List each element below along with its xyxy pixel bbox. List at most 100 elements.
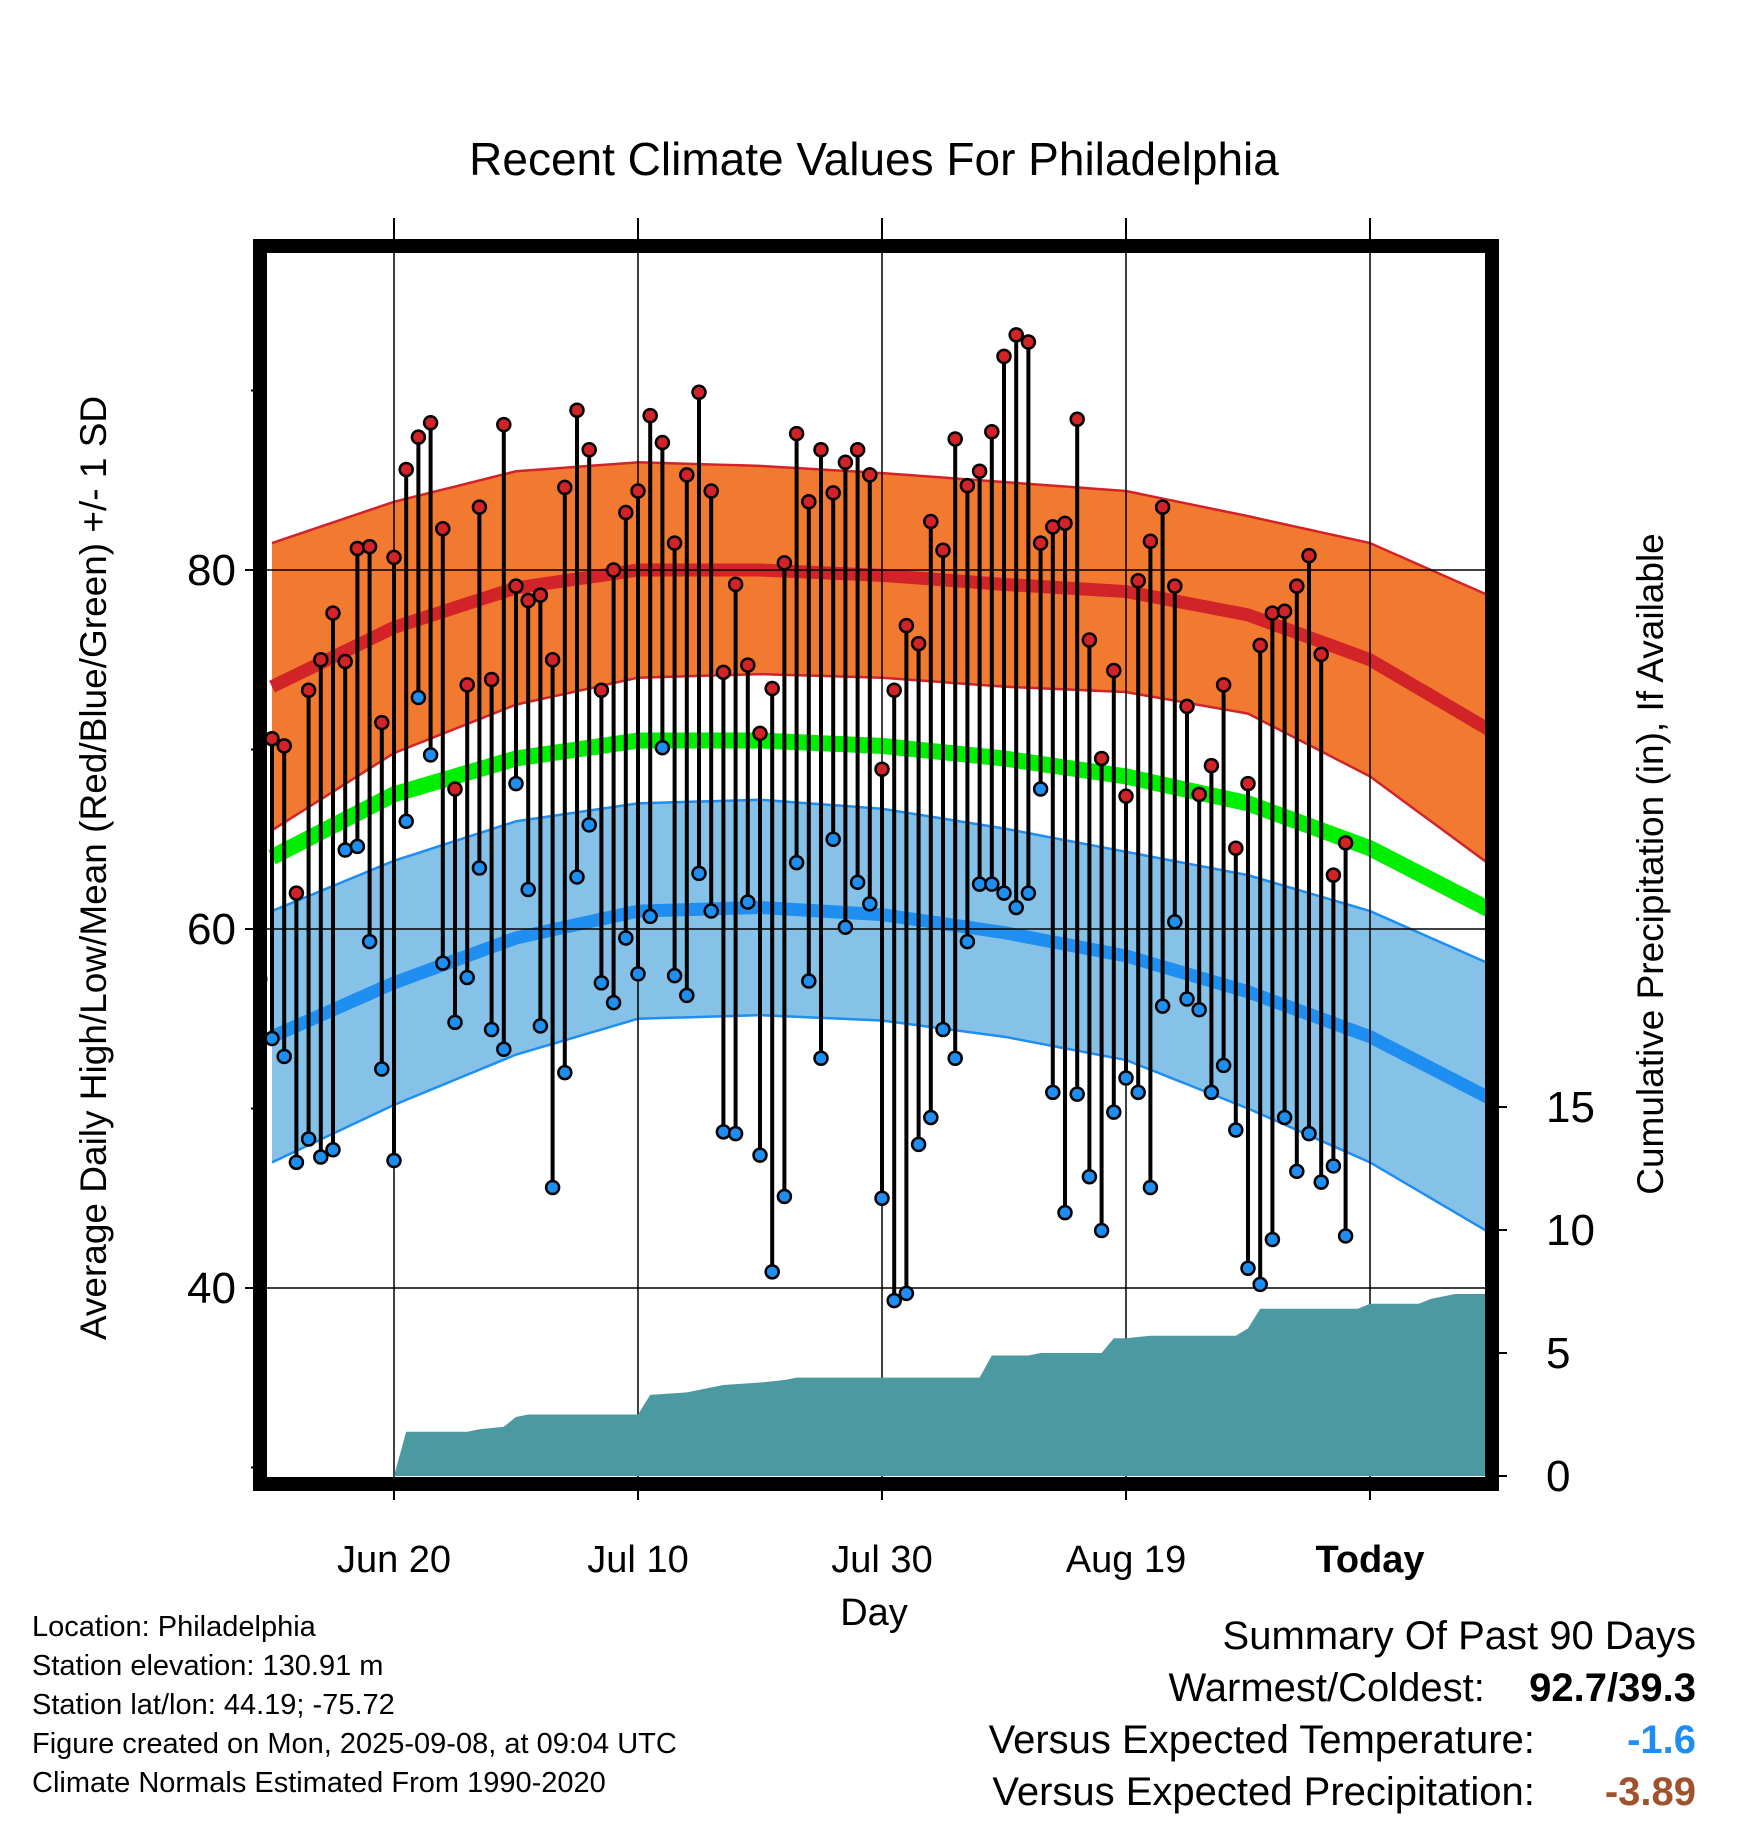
daily-low-point <box>398 813 414 830</box>
daily-high-point <box>1032 535 1049 551</box>
daily-low-point <box>1179 991 1195 1007</box>
daily-high-point <box>654 434 671 451</box>
x-tick-label: Jul 10 <box>587 1539 688 1581</box>
daily-high-point <box>910 635 927 652</box>
daily-high-point <box>1337 835 1354 851</box>
daily-low-point <box>642 908 658 925</box>
daily-high-point <box>764 680 780 697</box>
daily-high-point <box>947 431 963 447</box>
daily-low-point <box>532 1018 549 1034</box>
daily-low-point <box>325 1142 341 1158</box>
daily-high-point <box>984 424 1000 440</box>
daily-high-point <box>618 504 634 521</box>
daily-low-point <box>1313 1174 1329 1190</box>
daily-high-point <box>1252 637 1268 654</box>
daily-high-point <box>1179 698 1195 715</box>
daily-high-point <box>313 652 329 668</box>
plot-frame <box>253 239 1499 1491</box>
daily-high-point <box>691 384 707 401</box>
daily-high-point <box>1240 775 1256 792</box>
daily-low-point <box>1142 1179 1159 1196</box>
precipitation-area <box>394 1293 1486 1476</box>
daily-high-point <box>898 617 915 634</box>
daily-low-point <box>386 1152 402 1169</box>
daily-low-point <box>923 1109 939 1126</box>
daily-high-point <box>813 441 829 458</box>
daily-high-point <box>532 587 549 603</box>
daily-high-point <box>862 467 878 483</box>
created-text: Figure created on Mon, 2025-09-08, at 09… <box>32 1728 677 1760</box>
x-tick-label: Jun 20 <box>337 1539 451 1581</box>
daily-low-point <box>1240 1260 1256 1277</box>
daily-high-point <box>496 416 512 433</box>
daily-low-point <box>1045 1084 1061 1101</box>
daily-high-point <box>325 605 341 621</box>
daily-high-point <box>1167 578 1183 594</box>
daily-high-point <box>727 576 744 593</box>
location-text: Location: Philadelphia <box>32 1611 316 1643</box>
daily-low-point <box>1276 1109 1293 1126</box>
daily-low-point <box>984 876 1000 892</box>
latlon-text: Station lat/lon: 44.19; -75.72 <box>32 1689 395 1721</box>
y2-tick-label: 0 <box>1546 1452 1570 1501</box>
daily-high-point <box>1289 578 1305 594</box>
daily-low-point <box>752 1147 768 1163</box>
daily-low-point <box>1203 1084 1220 1101</box>
daily-high-point <box>740 657 756 673</box>
daily-low-point <box>276 1048 292 1065</box>
daily-low-point <box>569 869 585 885</box>
daily-low-point <box>1228 1122 1244 1138</box>
daily-low-point <box>410 689 427 706</box>
daily-high-point <box>605 562 622 578</box>
daily-low-point <box>557 1064 573 1081</box>
daily-low-point <box>788 854 805 871</box>
daily-low-point <box>666 967 683 984</box>
station-info: Location: Philadelphia Station elevation… <box>32 1608 677 1803</box>
daily-high-point <box>849 441 866 458</box>
daily-high-point <box>374 714 390 731</box>
daily-low-point <box>1191 1002 1207 1018</box>
daily-low-point <box>935 1021 951 1038</box>
daily-low-point <box>849 874 866 891</box>
precip-diff-value: -3.89 <box>1604 1770 1696 1814</box>
daily-high-point <box>1081 632 1098 648</box>
daily-high-point <box>752 725 768 742</box>
daily-low-point <box>288 1154 305 1171</box>
daily-high-point <box>508 578 524 594</box>
daily-high-point <box>1008 327 1024 343</box>
daily-low-point <box>1325 1158 1342 1174</box>
temp-diff-value: -1.6 <box>1627 1718 1696 1762</box>
daily-high-point <box>825 485 841 501</box>
daily-low-point <box>1215 1057 1232 1074</box>
daily-high-point <box>788 425 805 442</box>
warm-cold-value: 92.7/39.3 <box>1529 1666 1696 1710</box>
daily-low-point <box>776 1188 793 1205</box>
daily-low-point <box>898 1285 915 1302</box>
daily-low-point <box>361 933 378 950</box>
daily-high-point <box>935 542 951 559</box>
summary-heading: Summary Of Past 90 Days <box>1222 1614 1696 1658</box>
daily-high-point <box>1154 499 1171 515</box>
precip-diff-row: Versus Expected Precipitation: -3.89 <box>989 1766 1696 1818</box>
y2-tick-label: 10 <box>1546 1206 1595 1255</box>
daily-low-point <box>1130 1084 1146 1101</box>
daily-low-point <box>740 894 756 910</box>
temp-diff-label: Versus Expected Temperature: <box>988 1718 1535 1762</box>
daily-low-point <box>1057 1204 1073 1221</box>
daily-high-point <box>971 463 988 480</box>
x-tick-label: Today <box>1315 1539 1424 1581</box>
daily-high-point <box>459 677 475 693</box>
daily-high-point <box>386 549 402 566</box>
daily-high-point <box>666 535 683 551</box>
daily-low-point <box>447 1014 463 1031</box>
daily-high-point <box>410 429 427 445</box>
daily-high-point <box>959 477 976 494</box>
daily-high-point <box>593 682 610 699</box>
y-tick-label: 80 <box>187 546 236 595</box>
daily-low-point <box>435 955 451 971</box>
daily-low-point <box>520 881 536 898</box>
daily-low-point <box>1032 781 1049 797</box>
daily-high-point <box>300 682 317 699</box>
daily-low-point <box>959 933 976 950</box>
daily-low-point <box>313 1149 329 1165</box>
